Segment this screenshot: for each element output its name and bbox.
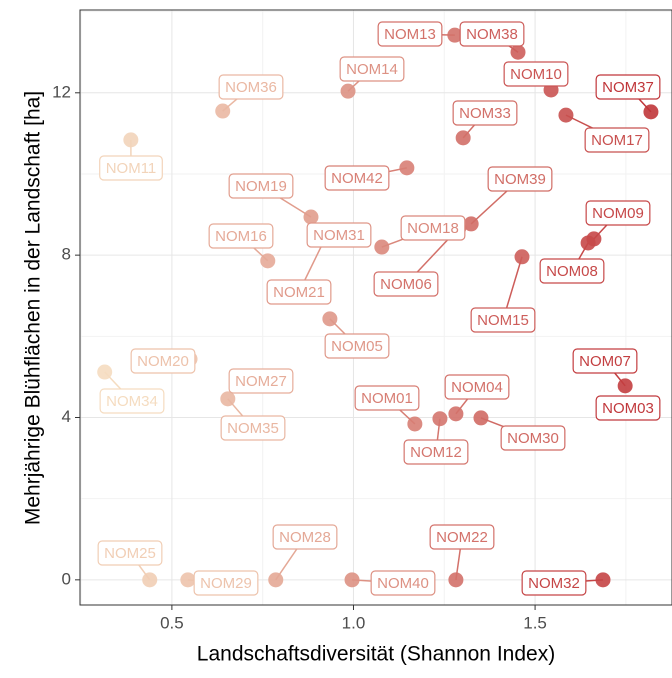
point-label: NOM36 — [219, 75, 283, 99]
label-text: NOM15 — [477, 312, 529, 329]
label-text: NOM29 — [200, 575, 252, 592]
point-label: NOM01 — [355, 386, 419, 410]
point-label: NOM33 — [453, 101, 517, 125]
x-tick-label: 0.5 — [160, 613, 184, 632]
x-axis-title: Landschaftsdiversität (Shannon Index) — [197, 643, 555, 666]
point-label: NOM15 — [471, 308, 535, 332]
y-tick-label: 0 — [62, 569, 71, 588]
label-text: NOM25 — [104, 545, 156, 562]
point-label: NOM29 — [194, 571, 258, 595]
label-text: NOM42 — [331, 170, 383, 187]
label-text: NOM09 — [592, 205, 644, 222]
label-text: NOM11 — [106, 160, 157, 177]
y-tick-label: 12 — [52, 82, 71, 101]
point-label: NOM10 — [504, 62, 568, 86]
point-label: NOM21 — [267, 280, 331, 304]
point-label: NOM05 — [325, 334, 389, 358]
point-label: NOM34 — [100, 389, 164, 413]
label-text: NOM38 — [466, 26, 518, 43]
point-label: NOM09 — [586, 201, 650, 225]
label-text: NOM33 — [459, 105, 511, 122]
point-label: NOM18 — [401, 216, 465, 240]
point-label: NOM42 — [325, 166, 389, 190]
label-text: NOM08 — [546, 263, 598, 280]
label-text: NOM13 — [384, 26, 436, 43]
point-label: NOM32 — [522, 571, 586, 595]
label-text: NOM37 — [602, 79, 654, 96]
point-label: NOM14 — [340, 57, 404, 81]
point-label: NOM03 — [596, 396, 660, 420]
x-tick-label: 1.0 — [342, 613, 366, 632]
label-text: NOM21 — [273, 284, 325, 301]
point-label: NOM17 — [585, 128, 649, 152]
label-text: NOM40 — [377, 575, 429, 592]
point-label: NOM39 — [488, 167, 552, 191]
point-label: NOM27 — [229, 369, 293, 393]
point-label: NOM22 — [430, 525, 494, 549]
label-text: NOM17 — [591, 132, 643, 149]
point-label: NOM08 — [540, 259, 604, 283]
label-text: NOM12 — [410, 444, 462, 461]
label-text: NOM31 — [313, 227, 365, 244]
label-text: NOM16 — [215, 228, 267, 245]
label-text: NOM03 — [602, 400, 654, 417]
y-tick-label: 4 — [62, 407, 71, 426]
label-text: NOM32 — [528, 575, 580, 592]
label-text: NOM04 — [451, 379, 503, 396]
label-text: NOM34 — [106, 393, 158, 410]
point-label: NOM11 — [100, 156, 163, 180]
label-text: NOM18 — [407, 220, 459, 237]
label-text: NOM10 — [510, 66, 562, 83]
x-tick-label: 1.5 — [523, 613, 547, 632]
point-label: NOM16 — [209, 224, 273, 248]
point-label: NOM12 — [404, 440, 468, 464]
label-text: NOM28 — [279, 529, 331, 546]
point-label: NOM06 — [374, 272, 438, 296]
point-label: NOM37 — [596, 75, 660, 99]
point-label: NOM20 — [131, 349, 195, 373]
point-label: NOM25 — [98, 541, 162, 565]
label-text: NOM06 — [380, 276, 432, 293]
point-label: NOM31 — [307, 223, 371, 247]
label-text: NOM36 — [225, 79, 277, 96]
point-label: NOM28 — [273, 525, 337, 549]
point-label: NOM40 — [371, 571, 435, 595]
point-label: NOM35 — [221, 416, 285, 440]
label-text: NOM35 — [227, 420, 279, 437]
label-text: NOM07 — [579, 353, 631, 370]
label-text: NOM20 — [137, 353, 189, 370]
label-text: NOM22 — [436, 529, 488, 546]
label-text: NOM14 — [346, 61, 398, 78]
label-text: NOM05 — [331, 338, 383, 355]
label-text: NOM27 — [235, 373, 287, 390]
point-label: NOM13 — [378, 22, 442, 46]
y-axis-title: Mehrjährige Blühflächen in der Landschaf… — [22, 91, 45, 525]
point-label: NOM04 — [445, 375, 509, 399]
label-text: NOM01 — [361, 390, 413, 407]
point-label: NOM38 — [460, 22, 524, 46]
point-label: NOM30 — [501, 426, 565, 450]
label-text: NOM19 — [235, 178, 287, 195]
label-text: NOM30 — [507, 430, 559, 447]
y-tick-label: 8 — [62, 245, 71, 264]
point-label: NOM19 — [229, 174, 293, 198]
point-label: NOM07 — [573, 349, 637, 373]
panel — [80, 10, 672, 605]
label-text: NOM39 — [494, 171, 546, 188]
